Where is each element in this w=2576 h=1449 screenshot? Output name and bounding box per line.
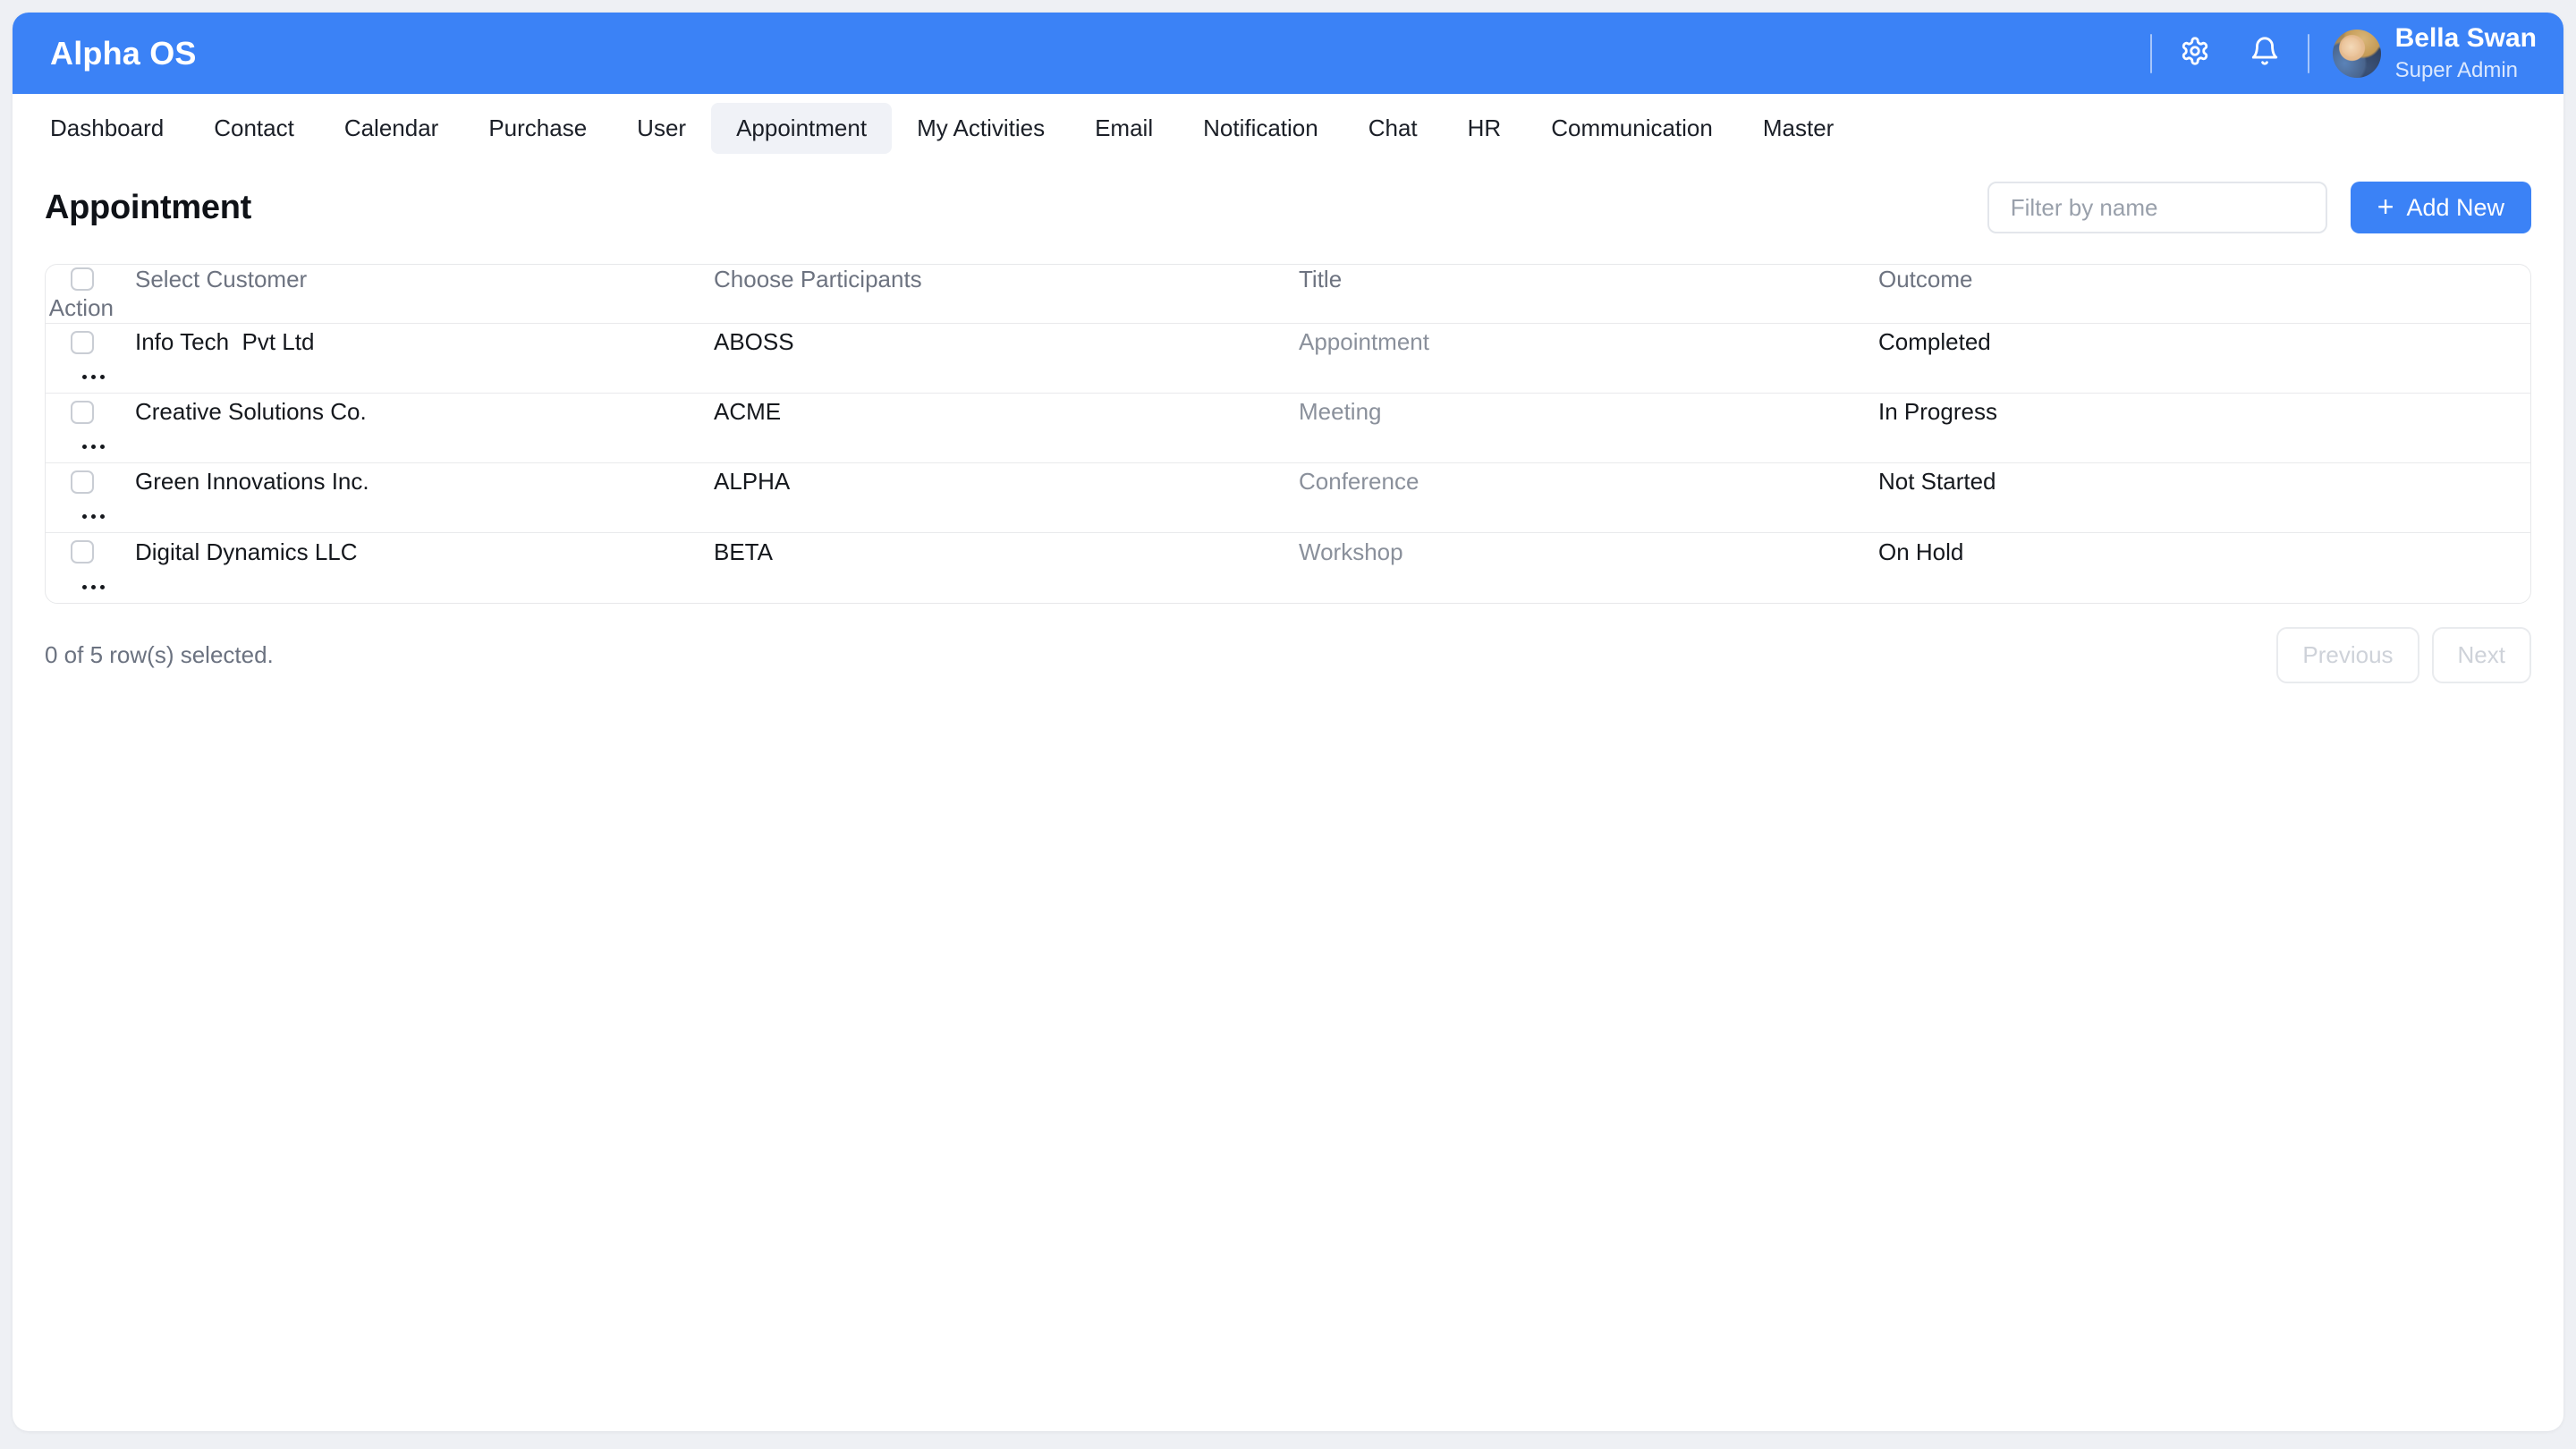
column-header-customer: Select Customer <box>135 265 308 292</box>
more-horizontal-icon <box>82 374 105 379</box>
tab-contact[interactable]: Contact <box>214 114 294 141</box>
more-horizontal-icon <box>82 444 105 449</box>
cell-customer: Digital Dynamics LLC <box>135 538 358 565</box>
header-divider <box>2149 33 2152 73</box>
cell-title: Conference <box>1299 468 1419 496</box>
tab-chat[interactable]: Chat <box>1368 114 1418 141</box>
table-header-row: Select Customer Choose Participants Titl… <box>46 265 2530 324</box>
main-nav-tabs: Dashboard Contact Calendar Purchase User… <box>13 94 2563 162</box>
cell-customer: Green Innovations Inc. <box>135 468 369 496</box>
gear-icon <box>2180 36 2210 71</box>
row-checkbox[interactable] <box>71 540 94 564</box>
tab-purchase[interactable]: Purchase <box>488 114 588 141</box>
selection-status: 0 of 5 row(s) selected. <box>45 641 274 668</box>
cell-title: Appointment <box>1299 328 1429 356</box>
cell-title: Workshop <box>1299 538 1403 565</box>
row-checkbox[interactable] <box>71 470 94 494</box>
plus-icon: + <box>2377 190 2394 223</box>
page-header: Appointment + Add New <box>45 182 2531 233</box>
appointments-table: Select Customer Choose Participants Titl… <box>45 264 2531 604</box>
table-row: Green Innovations Inc. ALPHA Conference … <box>46 463 2530 533</box>
top-header-bar: Alpha OS <box>13 13 2563 94</box>
notifications-button[interactable] <box>2236 25 2293 82</box>
tab-notification[interactable]: Notification <box>1203 114 1318 141</box>
cell-participants: ACME <box>714 398 782 426</box>
cell-outcome: On Hold <box>1878 538 1964 565</box>
row-actions-button[interactable] <box>79 576 108 598</box>
cell-participants: ALPHA <box>714 468 791 496</box>
next-page-button[interactable]: Next <box>2431 627 2531 683</box>
row-actions-button[interactable] <box>79 505 108 528</box>
cell-title: Meeting <box>1299 398 1382 426</box>
row-checkbox[interactable] <box>71 400 94 424</box>
table-row: Digital Dynamics LLC BETA Workshop On Ho… <box>46 533 2530 603</box>
cell-customer: Creative Solutions Co. <box>135 398 367 426</box>
table-footer: 0 of 5 row(s) selected. Previous Next <box>45 627 2531 683</box>
app-brand: Alpha OS <box>50 34 197 72</box>
tab-my-activities[interactable]: My Activities <box>917 114 1046 141</box>
row-actions-button[interactable] <box>79 436 108 458</box>
cell-outcome: In Progress <box>1878 398 1997 426</box>
tab-communication[interactable]: Communication <box>1551 114 1713 141</box>
user-name: Bella Swan <box>2394 23 2537 54</box>
tab-master[interactable]: Master <box>1762 114 1835 141</box>
tab-email[interactable]: Email <box>1095 114 1154 141</box>
row-checkbox[interactable] <box>71 330 94 354</box>
filter-input[interactable] <box>1987 182 2327 233</box>
cell-outcome: Completed <box>1878 328 1991 356</box>
column-header-title: Title <box>1299 265 1343 292</box>
pagination: Previous Next <box>2276 627 2531 683</box>
user-avatar[interactable] <box>2332 29 2381 78</box>
add-new-button[interactable]: + Add New <box>2350 182 2531 233</box>
tab-dashboard[interactable]: Dashboard <box>50 114 165 141</box>
page-header-actions: + Add New <box>1987 182 2531 233</box>
tab-user[interactable]: User <box>637 114 687 141</box>
tab-calendar[interactable]: Calendar <box>343 114 439 141</box>
user-role: Super Admin <box>2394 57 2519 82</box>
select-all-checkbox[interactable] <box>71 267 94 292</box>
column-header-outcome: Outcome <box>1878 265 1973 292</box>
tab-appointment[interactable]: Appointment <box>711 102 893 154</box>
app-window: Alpha OS <box>13 13 2563 1431</box>
user-info: Bella Swan Super Admin <box>2395 23 2537 82</box>
column-header-participants: Choose Participants <box>714 265 922 292</box>
header-divider <box>2307 33 2309 73</box>
settings-button[interactable] <box>2166 25 2224 82</box>
more-horizontal-icon <box>82 513 105 519</box>
table-row: Creative Solutions Co. ACME Meeting In P… <box>46 394 2530 463</box>
cell-participants: ABOSS <box>714 328 794 356</box>
add-new-label: Add New <box>2406 193 2504 221</box>
previous-page-button[interactable]: Previous <box>2276 627 2419 683</box>
column-header-action: Action <box>48 294 114 322</box>
header-actions: Bella Swan Super Admin <box>2149 23 2537 82</box>
cell-customer: Info Tech Pvt Ltd <box>135 328 315 356</box>
table-row: Info Tech Pvt Ltd ABOSS Appointment Comp… <box>46 324 2530 394</box>
cell-outcome: Not Started <box>1878 468 1996 496</box>
row-actions-button[interactable] <box>79 366 108 388</box>
page-title: Appointment <box>45 188 251 226</box>
more-horizontal-icon <box>82 584 105 589</box>
bell-icon <box>2250 36 2280 71</box>
tab-hr[interactable]: HR <box>1467 114 1502 141</box>
cell-participants: BETA <box>714 538 773 565</box>
